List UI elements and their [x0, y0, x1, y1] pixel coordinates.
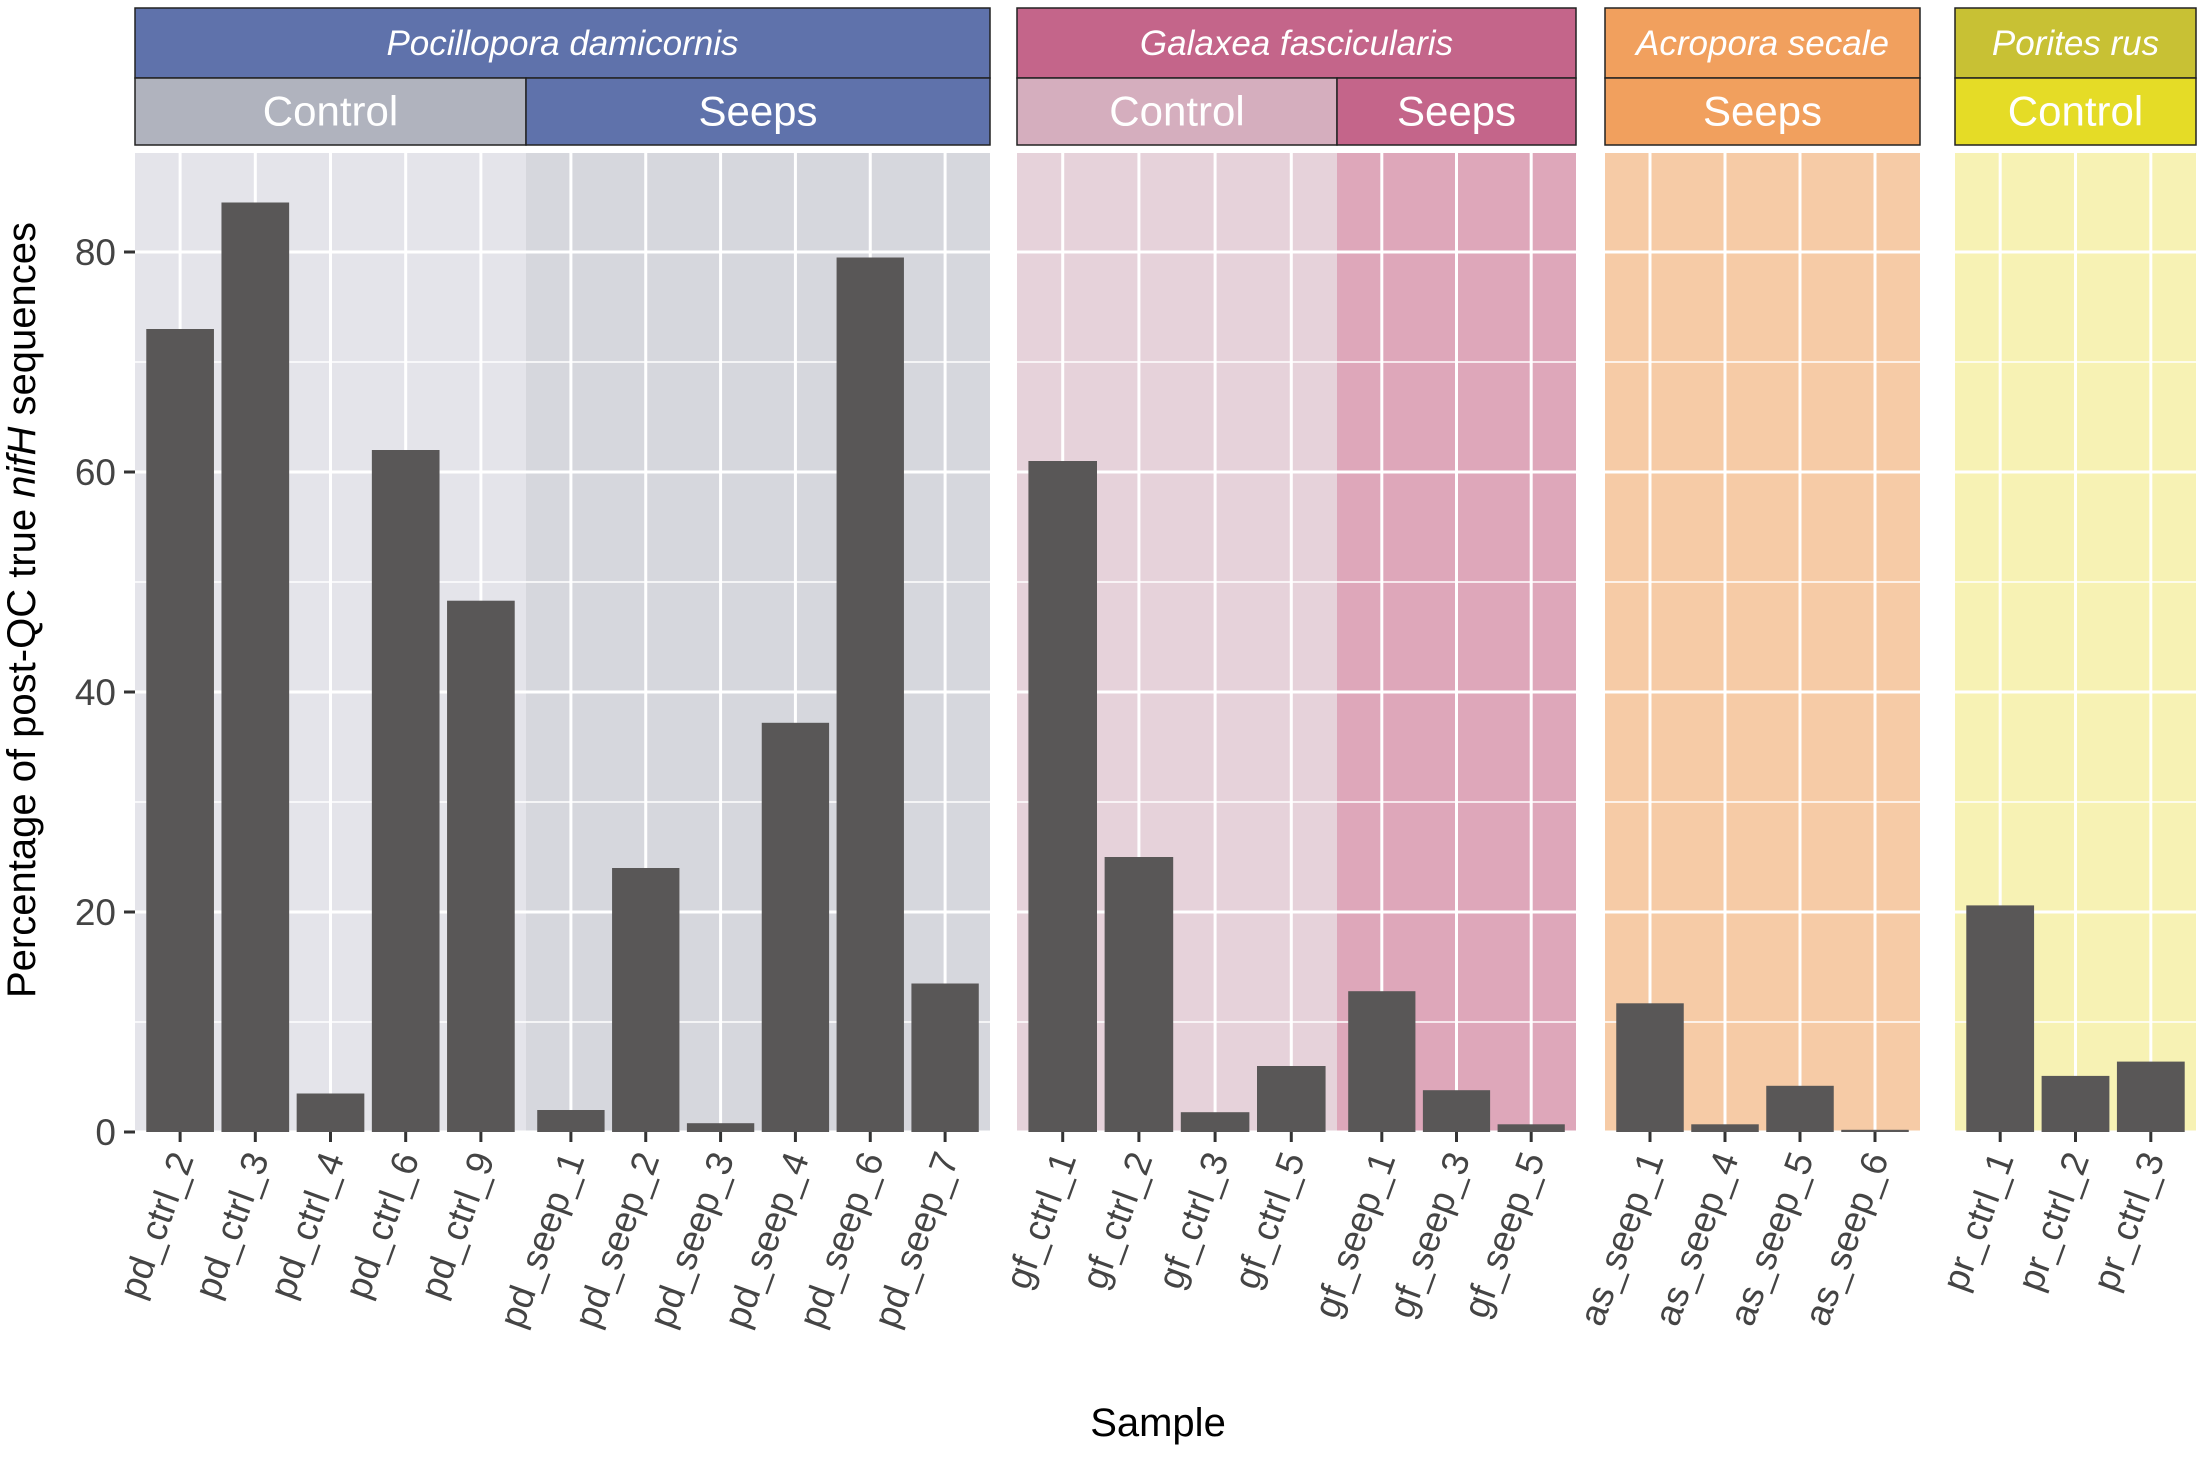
treatment-strip — [1016, 77, 1338, 146]
bar — [1766, 1085, 1834, 1132]
bar — [1257, 1066, 1326, 1132]
bar — [1180, 1112, 1250, 1132]
bar — [537, 1110, 605, 1132]
treatment-panel: Control gf_ctrl_1gf_ctrl_2gf_ctrl_3gf_ctr… — [997, 77, 1338, 1294]
y-axis-title-italic: nifH — [0, 426, 44, 497]
treatment-panel: Control pr_ctrl_1pr_ctrl_2pr_ctrl_3 — [1934, 77, 2197, 1296]
treatment-strip — [134, 77, 527, 146]
bar — [911, 983, 979, 1132]
bar — [447, 600, 515, 1132]
x-tick-label: pd_ctrl_2 — [111, 1147, 202, 1304]
x-tick-label: pr_ctrl_2 — [2009, 1147, 2097, 1296]
treatment-strip — [1336, 77, 1577, 146]
panel-background — [1605, 153, 1920, 1132]
bar — [612, 868, 680, 1132]
species-panel: Porites rus Control pr_ctrl_1pr_ctrl_2pr_c… — [1934, 7, 2197, 1296]
bar — [1691, 1124, 1759, 1132]
x-tick-label: gf_ctrl_1 — [997, 1147, 1084, 1294]
species-label: Acropora secale — [1634, 24, 1889, 63]
panels-layer: Pocillopora damicornisControlpd_ctrl_2pd… — [111, 7, 2197, 1333]
treatment-strip — [525, 77, 991, 146]
species-label: Galaxea fascicularis — [1140, 24, 1453, 63]
y-tick-label: 40 — [75, 672, 116, 713]
x-tick-label: pr_ctrl_3 — [2085, 1147, 2173, 1296]
treatment-label: Seeps — [1703, 88, 1822, 135]
bar — [761, 722, 830, 1132]
species-panel: Acropora secale Seepsas_seep_1as_seep_4as… — [1571, 7, 1921, 1331]
bar — [836, 257, 904, 1132]
treatment-panel: Seepsas_seep_1as_seep_4as_seep_5as_seep_… — [1571, 77, 1921, 1331]
species-label: Pocillopora damicornis — [386, 24, 738, 63]
treatment-label: Control — [1109, 88, 1244, 135]
species-label: Porites rus — [1992, 24, 2159, 63]
y-tick-label: 20 — [75, 892, 116, 933]
species-panel: Pocillopora damicornisControlpd_ctrl_2pd… — [111, 7, 991, 1333]
bar — [686, 1123, 755, 1132]
bar — [1966, 905, 2035, 1132]
y-axis-title-suffix: sequences — [0, 222, 44, 427]
bar — [146, 329, 214, 1132]
treatment-strip — [1954, 77, 2197, 146]
bar — [1616, 1003, 1684, 1132]
bar — [2041, 1075, 2110, 1132]
x-tick-label: gf_ctrl_5 — [1226, 1147, 1313, 1294]
y-tick-label: 0 — [95, 1112, 116, 1153]
y-axis: 0 20 40 60 80 — [75, 232, 135, 1153]
y-tick-label: 60 — [75, 452, 116, 493]
x-tick-label: gf_ctrl_2 — [1073, 1147, 1160, 1294]
axis-labels: Sample Percentage of post-QC true nifH s… — [0, 222, 1226, 1445]
species-strip — [1016, 7, 1577, 79]
bar — [221, 202, 290, 1132]
x-tick-label: pd_ctrl_3 — [186, 1147, 277, 1304]
x-tick-label: pd_ctrl_9 — [412, 1147, 503, 1304]
bar — [1422, 1090, 1491, 1132]
y-axis-title: Percentage of post-QC true nifH sequence… — [0, 222, 44, 998]
treatment-panel: Controlpd_ctrl_2pd_ctrl_3pd_ctrl_4pd_ctr… — [111, 77, 527, 1304]
species-strip — [1604, 7, 1921, 79]
y-tick-label: 80 — [75, 232, 116, 273]
bar — [1348, 991, 1416, 1132]
y-axis-title-prefix: Percentage of post-QC true — [0, 498, 44, 998]
treatment-strip — [1604, 77, 1921, 146]
x-tick-label: pd_ctrl_4 — [261, 1147, 352, 1304]
treatment-label: Control — [2008, 88, 2143, 135]
bar — [371, 450, 440, 1132]
x-tick-label: gf_ctrl_3 — [1150, 1147, 1237, 1294]
bar — [2116, 1061, 2185, 1132]
x-tick-label: pd_ctrl_6 — [337, 1147, 428, 1304]
treatment-panel: Seepspd_seep_1pd_seep_2pd_seep_3pd_seep_… — [491, 77, 991, 1333]
species-panel: Galaxea fascicularisControlgf_ctrl_1gf_c… — [997, 7, 1577, 1323]
treatment-label: Seeps — [698, 88, 817, 135]
bar — [1028, 461, 1097, 1132]
x-axis-title: Sample — [1090, 1401, 1226, 1445]
panel-background — [526, 153, 990, 1132]
x-tick-label: pr_ctrl_1 — [1934, 1147, 2022, 1296]
bar — [1497, 1124, 1565, 1132]
bar — [296, 1093, 365, 1132]
bar — [1841, 1129, 1909, 1132]
species-strip — [1954, 7, 2197, 79]
treatment-label: Seeps — [1397, 88, 1516, 135]
treatment-label: Control — [263, 88, 398, 135]
bar — [1104, 857, 1174, 1132]
species-strip — [134, 7, 991, 79]
